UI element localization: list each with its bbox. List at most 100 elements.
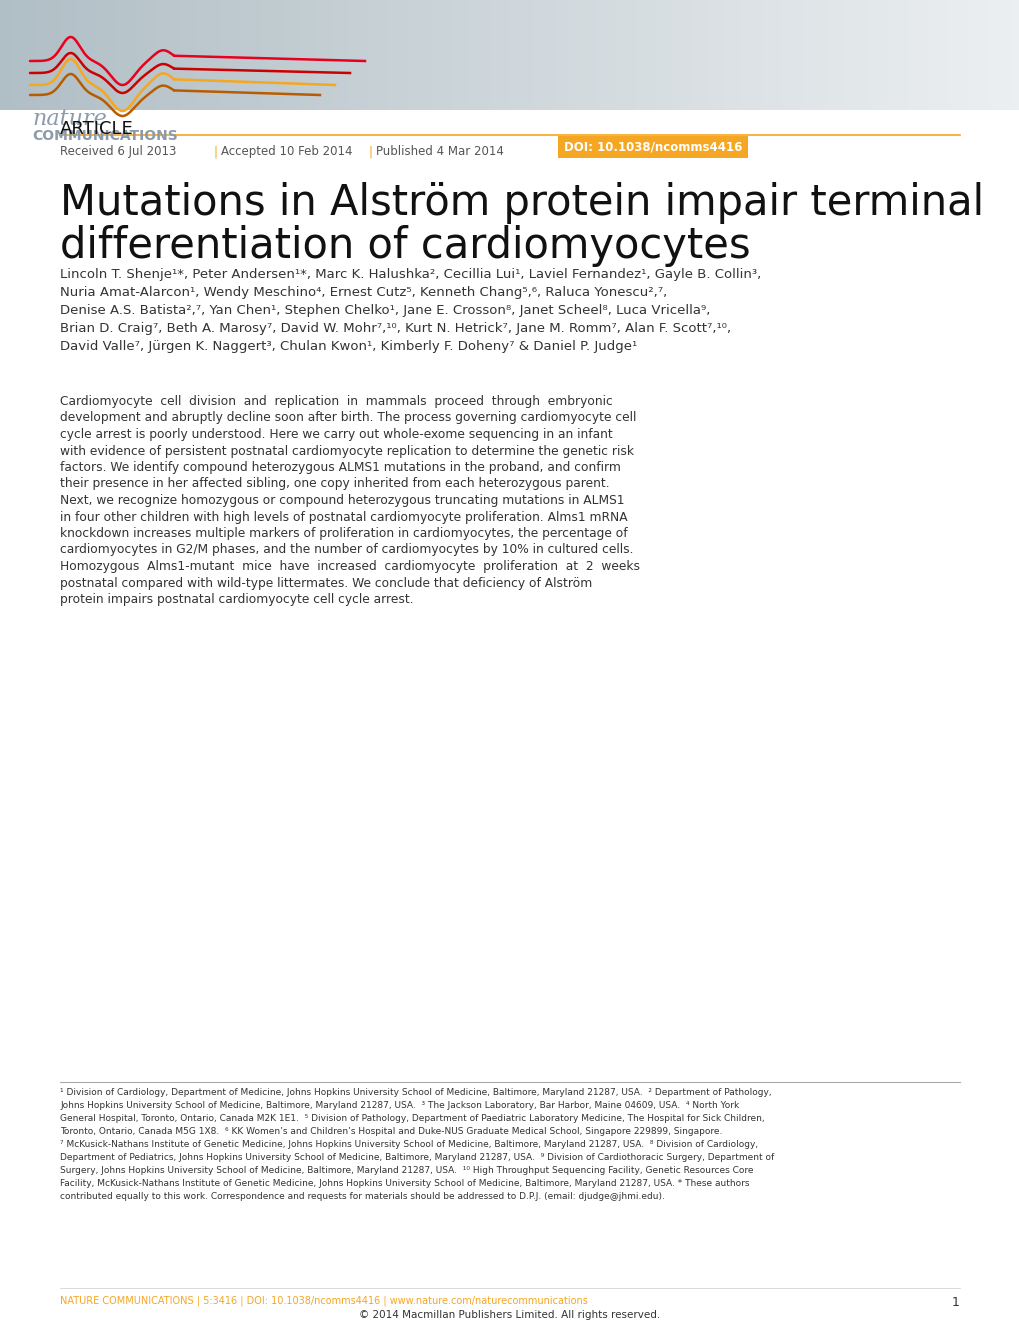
Bar <box>299 0 303 110</box>
Bar <box>744 0 747 110</box>
Bar <box>115 0 119 110</box>
Bar <box>415 0 418 110</box>
Text: Johns Hopkins University School of Medicine, Baltimore, Maryland 21287, USA.  ³ : Johns Hopkins University School of Medic… <box>60 1101 739 1110</box>
Bar <box>146 0 150 110</box>
Bar <box>771 0 774 110</box>
Text: 1: 1 <box>951 1296 959 1309</box>
Bar <box>965 0 968 110</box>
FancyBboxPatch shape <box>557 135 747 158</box>
Bar <box>48 0 51 110</box>
Bar <box>469 0 472 110</box>
Bar <box>194 0 197 110</box>
Bar <box>876 0 879 110</box>
Bar <box>231 0 234 110</box>
Bar <box>795 0 798 110</box>
Text: © 2014 Macmillan Publishers Limited. All rights reserved.: © 2014 Macmillan Publishers Limited. All… <box>359 1311 660 1320</box>
Bar <box>197 0 201 110</box>
Bar <box>818 0 822 110</box>
Bar <box>649 0 652 110</box>
Bar <box>894 0 897 110</box>
Bar <box>211 0 214 110</box>
Bar <box>339 0 343 110</box>
Bar <box>384 0 387 110</box>
Bar <box>3 0 7 110</box>
Text: factors. We identify compound heterozygous ALMS1 mutations in the proband, and c: factors. We identify compound heterozygo… <box>60 461 621 474</box>
Bar <box>985 0 988 110</box>
Bar <box>608 0 611 110</box>
Bar <box>700 0 703 110</box>
Bar <box>492 0 496 110</box>
Bar <box>849 0 853 110</box>
Bar <box>873 0 876 110</box>
Bar <box>757 0 761 110</box>
Bar <box>431 0 435 110</box>
Bar <box>574 0 578 110</box>
Bar <box>296 0 299 110</box>
Bar <box>543 0 547 110</box>
Text: in four other children with high levels of postnatal cardiomyocyte proliferation: in four other children with high levels … <box>60 511 627 524</box>
Bar <box>645 0 649 110</box>
Bar <box>10 0 13 110</box>
Bar <box>285 0 288 110</box>
Bar <box>785 0 788 110</box>
Bar <box>517 0 520 110</box>
Bar <box>346 0 350 110</box>
Bar <box>737 0 741 110</box>
Bar <box>265 0 268 110</box>
Bar <box>7 0 10 110</box>
Bar <box>540 0 543 110</box>
Bar <box>948 0 951 110</box>
Bar <box>999 0 1002 110</box>
Bar <box>798 0 802 110</box>
Bar <box>815 0 818 110</box>
Bar <box>951 0 955 110</box>
Bar <box>996 0 999 110</box>
Bar <box>377 0 380 110</box>
Bar <box>917 0 920 110</box>
Bar <box>971 0 975 110</box>
Bar <box>655 0 659 110</box>
Bar <box>856 0 859 110</box>
Bar <box>690 0 693 110</box>
Text: knockdown increases multiple markers of proliferation in cardiomyocytes, the per: knockdown increases multiple markers of … <box>60 527 627 540</box>
Text: COMMUNICATIONS: COMMUNICATIONS <box>32 129 177 143</box>
Text: Cardiomyocyte  cell  division  and  replication  in  mammals  proceed  through  : Cardiomyocyte cell division and replicat… <box>60 395 612 407</box>
Bar <box>839 0 843 110</box>
Bar <box>1002 0 1006 110</box>
Bar <box>455 0 459 110</box>
Bar <box>438 0 441 110</box>
Bar <box>836 0 839 110</box>
Bar <box>313 0 316 110</box>
Bar <box>112 0 115 110</box>
Bar <box>553 0 557 110</box>
Text: with evidence of persistent postnatal cardiomyocyte replication to determine the: with evidence of persistent postnatal ca… <box>60 445 634 457</box>
Bar <box>604 0 608 110</box>
Bar <box>520 0 523 110</box>
Bar <box>326 0 329 110</box>
Bar <box>1009 0 1012 110</box>
Bar <box>125 0 129 110</box>
Bar <box>132 0 136 110</box>
Bar <box>706 0 710 110</box>
Bar <box>591 0 594 110</box>
Bar <box>557 0 560 110</box>
Bar <box>869 0 873 110</box>
Bar <box>163 0 166 110</box>
Bar <box>173 0 176 110</box>
Bar <box>920 0 924 110</box>
Bar <box>303 0 306 110</box>
Text: cycle arrest is poorly understood. Here we carry out whole-exome sequencing in a: cycle arrest is poorly understood. Here … <box>60 427 612 441</box>
Bar <box>329 0 333 110</box>
Text: Brian D. Craig⁷, Beth A. Marosy⁷, David W. Mohr⁷,¹⁰, Kurt N. Hetrick⁷, Jane M. R: Brian D. Craig⁷, Beth A. Marosy⁷, David … <box>60 322 731 335</box>
Bar <box>282 0 285 110</box>
Text: protein impairs postnatal cardiomyocyte cell cycle arrest.: protein impairs postnatal cardiomyocyte … <box>60 594 414 606</box>
Bar <box>846 0 849 110</box>
Bar <box>441 0 445 110</box>
Bar <box>421 0 425 110</box>
Bar <box>513 0 517 110</box>
Bar <box>777 0 782 110</box>
Bar <box>812 0 815 110</box>
Bar <box>51 0 54 110</box>
Bar <box>975 0 978 110</box>
Bar <box>578 0 581 110</box>
